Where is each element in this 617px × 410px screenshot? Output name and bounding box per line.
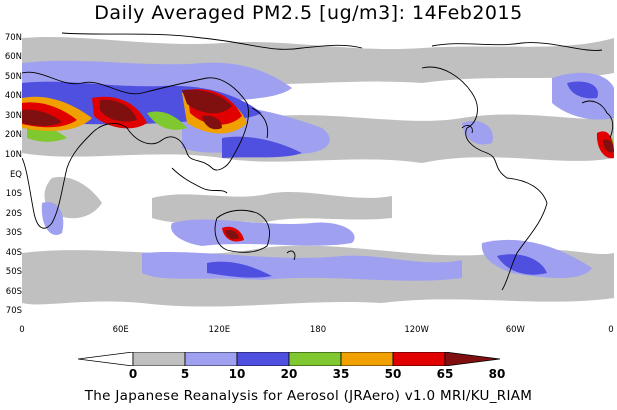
lon-tick-label: 0 [19, 325, 25, 335]
lat-tick-label: 40N [4, 91, 22, 102]
lat-tick-label: 70S [5, 306, 22, 317]
pm25-map [22, 28, 614, 321]
colorbar-tick-label: 5 [180, 367, 190, 381]
colorbar-tick-label: 50 [384, 367, 402, 381]
colorbar-swatch-35-50 [288, 352, 342, 366]
lat-tick-label: 20N [4, 130, 22, 141]
lat-tick-label: 20S [5, 208, 22, 219]
colorbar-swatch-10-20 [184, 352, 238, 366]
colorbar-swatch-20-35 [236, 352, 290, 366]
lat-tick-label: 10S [5, 189, 22, 200]
caption: The Japanese Reanalysis for Aerosol (JRA… [84, 388, 533, 404]
lat-tick-label: 30S [5, 228, 22, 239]
map-title: Daily Averaged PM2.5 [ug/m3]: 14Feb2015 [94, 2, 523, 24]
colorbar-tick-label: 65 [436, 367, 454, 381]
lat-tick-label: 60N [4, 52, 22, 63]
lat-tick-label: 50N [4, 71, 22, 82]
lon-tick-label: 0 [608, 325, 614, 335]
lat-tick-label: 60S [5, 286, 22, 297]
colorbar-tick-label: 35 [332, 367, 350, 381]
colorbar-swatch-5-10 [132, 352, 186, 366]
colorbar-swatch-50-65 [340, 352, 394, 366]
colorbar-swatch-65-80 [392, 352, 446, 366]
colorbar-tick-label: 0 [128, 367, 138, 381]
lat-tick-label: 70N [4, 32, 22, 43]
lon-tick-label: 120W [404, 325, 429, 335]
colorbar-max-arrow [444, 352, 501, 366]
lat-tick-label: EQ [9, 169, 22, 180]
colorbar-tick-label: 10 [228, 367, 246, 381]
pm-level-80-plus [22, 89, 614, 240]
lon-tick-label: 120E [208, 325, 231, 335]
colorbar [78, 352, 501, 366]
lon-tick-label: 60W [505, 325, 525, 335]
colorbar-tick-label: 20 [280, 367, 298, 381]
lat-tick-label: 50S [5, 267, 22, 278]
lon-tick-label: 180 [309, 325, 327, 335]
lon-tick-label: 60E [112, 325, 129, 335]
coastlines [22, 32, 614, 291]
colorbar-min-arrow [78, 352, 134, 366]
lat-tick-label: 40S [5, 247, 22, 258]
colorbar-tick-label: 80 [488, 367, 506, 381]
lat-tick-label: 10N [4, 149, 22, 160]
map-canvas [22, 28, 614, 321]
lat-tick-label: 30N [4, 110, 22, 121]
